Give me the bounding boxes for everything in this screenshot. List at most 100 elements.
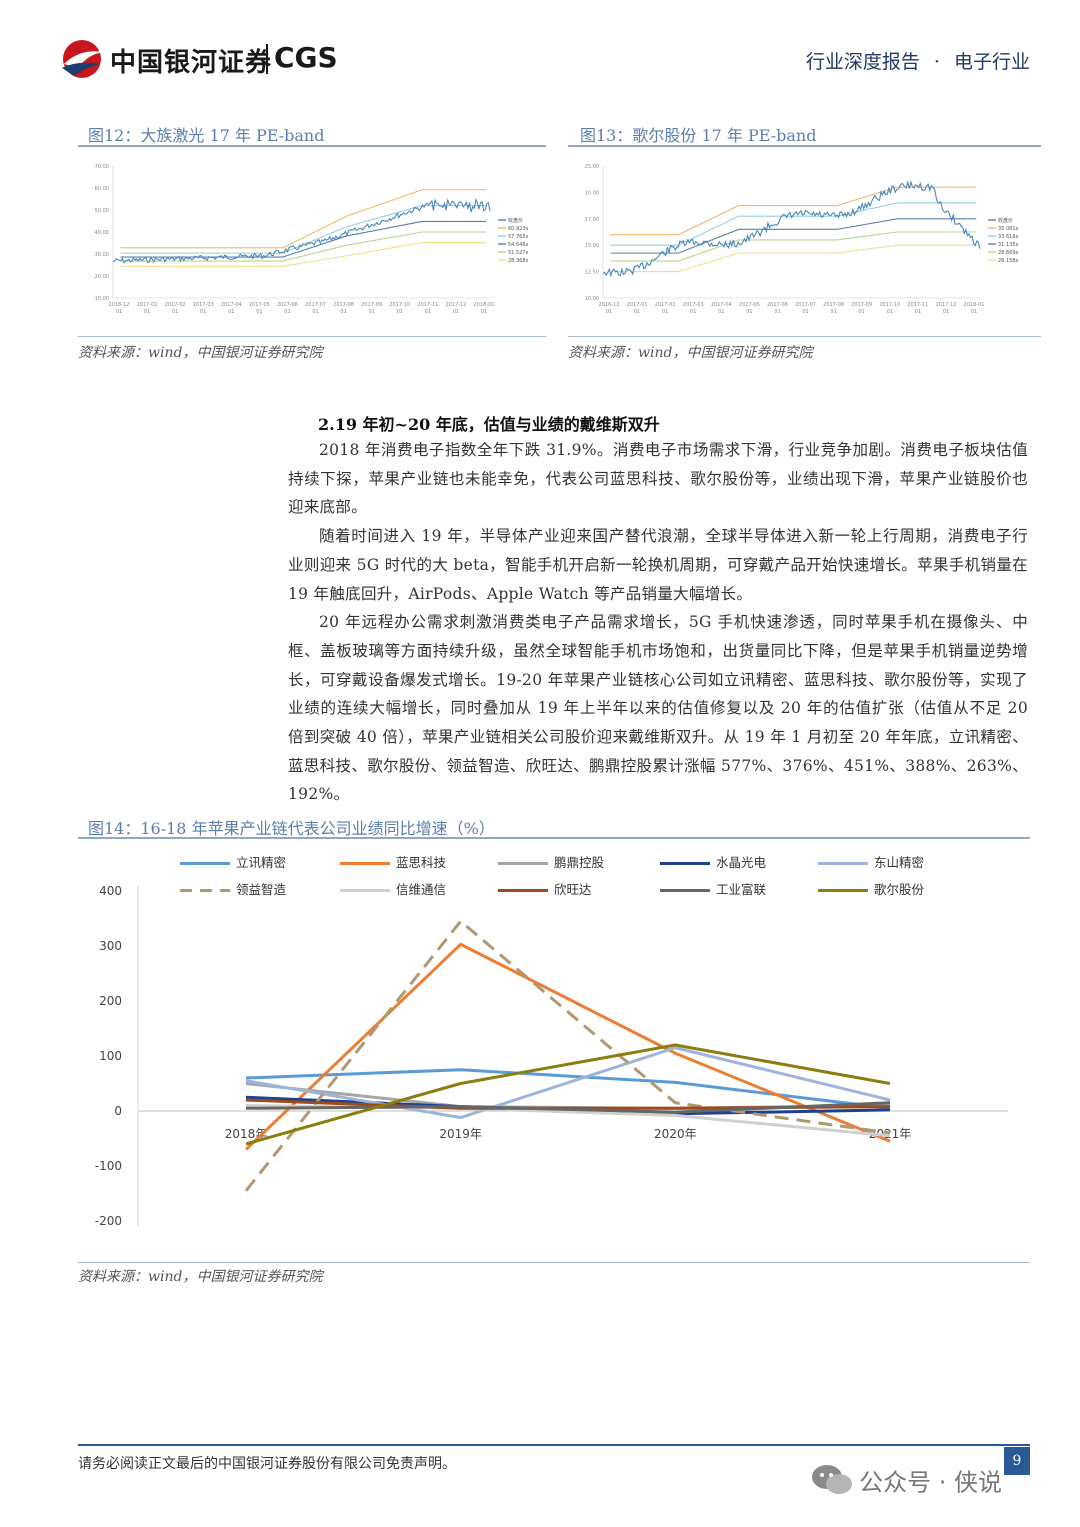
fig14-legend-label: 欣旺达 [554, 882, 592, 897]
fig12-x-tick: 2017-07 [305, 302, 326, 308]
fig13-x-tick-day: 01 [859, 309, 865, 315]
fig12-x-tick: 2017-10 [389, 302, 410, 308]
fig12-x-tick: 2017-11 [417, 302, 438, 308]
fig12-y-tick: 20.00 [95, 274, 109, 280]
fig12-band-line [120, 189, 487, 249]
fig14-legend-item: 东山精密 [818, 852, 924, 871]
fig13-x-tick-day: 01 [634, 309, 640, 315]
fig13-x-tick: 2017-10 [879, 302, 900, 308]
fig14-y-tick: 200 [99, 994, 122, 1008]
fig14-legend-label: 东山精密 [874, 855, 925, 870]
watermark-text: 公众号 · 侠说 [859, 1468, 1002, 1497]
fig13-y-tick: 10.00 [585, 296, 599, 302]
fig14-legend-swatch [340, 889, 390, 892]
fig14-y-tick: 0 [114, 1104, 122, 1118]
fig14-x-tick: 2020年 [654, 1127, 697, 1141]
fig13-y-tick: 12.50 [585, 270, 599, 276]
fig13-y-tick: 17.00 [585, 217, 599, 223]
fig12-y-tick: 10.00 [95, 296, 109, 302]
fig14-y-tick: -200 [95, 1214, 122, 1228]
fig14-x-tick: 2019年 [439, 1127, 482, 1141]
fig14-legend-swatch [498, 889, 548, 892]
footer-disclaimer: 请务必阅读正文最后的中国银河证券股份有限公司免责声明。 [78, 1456, 456, 1472]
fig12-price-line [112, 197, 491, 264]
wechat-icon [812, 1465, 852, 1494]
fig12-x-tick-day: 01 [116, 309, 122, 315]
fig13-x-tick-day: 01 [971, 309, 977, 315]
fig12-x-tick-day: 01 [200, 309, 206, 315]
fig13-x-tick-day: 01 [746, 309, 752, 315]
fig12-legend-label: 57.765x [508, 234, 528, 240]
header: 中国银河证券 CGS 行业深度报告 · 电子行业 [0, 0, 1080, 100]
fig14-legend-label: 鹏鼎控股 [554, 855, 605, 870]
fig14-series-line [244, 942, 891, 1151]
fig12-x-tick-day: 01 [284, 309, 290, 315]
fig12-x-tick-day: 01 [172, 309, 178, 315]
fig12-x-tick-day: 01 [425, 309, 431, 315]
paragraph-3: 20 年远程办公需求刺激消费类电子产品需求增长，5G 手机快速渗透，同时苹果手机… [288, 613, 1028, 804]
fig14-legend: 立讯精密 蓝思科技 鹏鼎控股 水晶光电 东山精密 领益智造 信维通信 欣旺达 工业富联 歌尔股份 [0, 0, 1080, 897]
fig12-legend-label: 54.646x [508, 242, 528, 248]
fig12-x-tick-day: 01 [256, 309, 262, 315]
section-body: 2018 年消费电子指数全年下跌 31.9%。消费电子市场需求下滑，行业竞争加剧… [288, 436, 1028, 809]
fig13-x-tick: 2017-01 [627, 302, 648, 308]
fig12-x-tick-day: 01 [144, 309, 150, 315]
fig14-legend-swatch [498, 862, 548, 865]
report-type: 行业深度报告 [805, 51, 920, 73]
fig14-series-line [245, 1068, 891, 1110]
fig12-band-line [120, 220, 487, 258]
fig14-legend-label: 立讯精密 [236, 855, 287, 870]
fig14-legend-item: 立讯精密 [180, 852, 286, 871]
paragraph-2: 随着时间进入 19 年，半导体产业迎来国产替代浪潮，全球半导体进入新一轮上行周期… [288, 527, 1028, 603]
fig12-x-tick: 2017-02 [165, 302, 186, 308]
fig14-legend-item: 工业富联 [660, 879, 766, 898]
fig12-x-tick-day: 01 [228, 309, 234, 315]
fig13-band-line [610, 244, 977, 273]
fig14-legend-label: 蓝思科技 [396, 855, 447, 870]
fig14-legend-item: 蓝思科技 [340, 852, 446, 871]
fig13-x-tick: 2017-07 [795, 302, 816, 308]
fig12-x-tick: 2017-05 [249, 302, 270, 308]
fig12-band-line [120, 205, 487, 254]
header-separator: · [933, 51, 940, 73]
fig13-legend-label: 35.081x [998, 226, 1018, 232]
fig12-legend-label: 51.527x [508, 250, 528, 256]
fig14-legend-item: 领益智造 [180, 879, 286, 898]
fig12-x-tick-day: 01 [481, 309, 487, 315]
fig14-legend-swatch [660, 862, 710, 865]
fig13-title: 图13：歌尔股份 17 年 PE-band [580, 126, 817, 145]
fig13-band-line [610, 202, 977, 246]
fig14-y-tick: 100 [99, 1049, 122, 1063]
fig13-x-tick-day: 01 [606, 309, 612, 315]
fig12-x-tick-day: 01 [453, 309, 459, 315]
logo-suffix: CGS [274, 41, 338, 74]
fig12-x-tick: 2017-01 [137, 302, 158, 308]
fig12-y-tick: 30.00 [95, 252, 109, 258]
fig12-chart: 70.00 60.00 50.00 40.00 30.00 20.00 10.002016-… [95, 164, 529, 315]
fig13-x-tick: 2016-12 [599, 302, 620, 308]
fig13-y-tick: 15.00 [585, 243, 599, 249]
industry-name: 电子行业 [953, 51, 1030, 73]
fig12-bottom-rule [78, 336, 546, 337]
fig13-x-tick-day: 01 [887, 309, 893, 315]
fig12-source: 资料来源：wind，中国银河证券研究院 [78, 345, 323, 361]
footer-rule [78, 1444, 1030, 1446]
fig14-legend-label: 歌尔股份 [874, 882, 925, 897]
fig13-x-tick: 2017-09 [851, 302, 872, 308]
fig13-x-tick: 2017-03 [683, 302, 704, 308]
page-number: 9 [1004, 1447, 1030, 1475]
fig14-y-tick: -100 [95, 1159, 122, 1173]
fig14-legend-label: 水晶光电 [716, 855, 767, 870]
fig12-x-tick: 2018-01 [474, 302, 495, 308]
fig13-x-tick-day: 01 [774, 309, 780, 315]
fig12-x-tick: 2017-06 [277, 302, 298, 308]
fig14-legend-label: 工业富联 [716, 882, 767, 897]
fig14-legend-item: 欣旺达 [498, 879, 592, 898]
fig13-band-line [610, 231, 977, 262]
fig14-y-tick: 300 [99, 939, 122, 953]
fig12-x-tick: 2016-12 [109, 302, 130, 308]
fig13-x-tick-day: 01 [662, 309, 668, 315]
fig14-y-tick: 400 [99, 884, 122, 898]
fig13-bottom-rule [568, 336, 1041, 337]
fig12-x-tick-day: 01 [369, 309, 375, 315]
